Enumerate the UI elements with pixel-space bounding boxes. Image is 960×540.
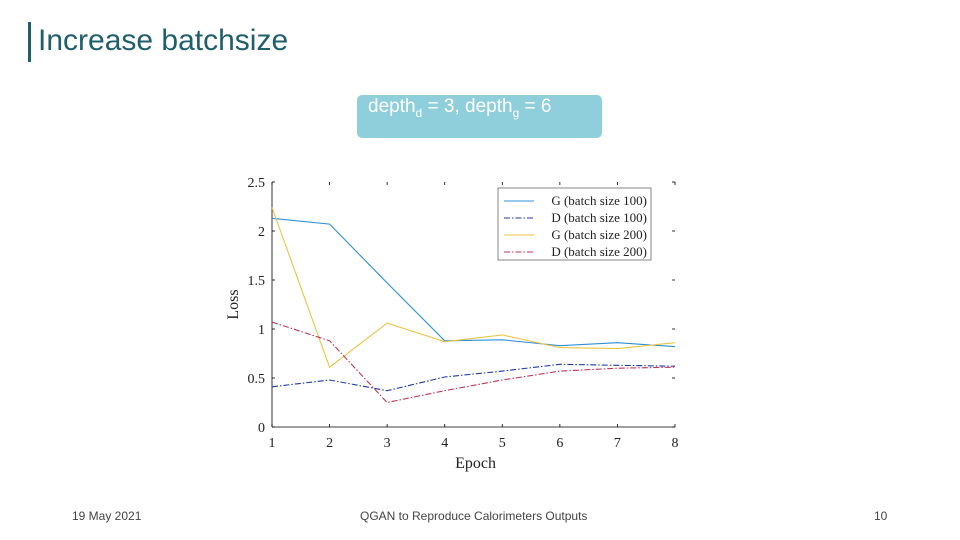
caption-text: depthd = 3, depthg = 6 — [368, 95, 600, 127]
x-tick-label: 5 — [499, 436, 506, 451]
y-tick-label: 2.5 — [248, 176, 266, 191]
footer-page-number: 10 — [874, 509, 888, 523]
series-line-3 — [271, 207, 676, 369]
title-accent-bar — [28, 22, 31, 62]
slide-title: Increase batchsize — [38, 24, 289, 57]
footer-date: 19 May 2021 — [72, 509, 142, 523]
loss-chart-svg: 1 2 3 4 5 6 7 8 0 0.5 1 1.5 2 2.5 Epoch Loss G (batch si… — [225, 176, 679, 472]
caption-part-1: depth — [368, 96, 416, 117]
y-tick-label: 0.5 — [248, 372, 266, 387]
caption-part-3: = 6 — [519, 96, 552, 117]
caption-sub-1: d — [415, 105, 423, 120]
x-tick-label: 1 — [269, 436, 276, 451]
x-tick-label: 2 — [326, 436, 333, 451]
legend-label-4: D (batch size 200) — [551, 244, 647, 259]
caption-box: depthd = 3, depthg = 6 — [357, 95, 602, 138]
caption-part-2: = 3, depth — [422, 96, 513, 117]
y-tick-label: 0 — [258, 421, 265, 436]
footer-title: QGAN to Reproduce Calorimeters Outputs — [360, 509, 588, 523]
y-axis-label: Loss — [225, 289, 242, 319]
series-line-4 — [271, 321, 676, 404]
series-line-2 — [271, 363, 676, 392]
y-tick-label: 1.5 — [248, 274, 266, 289]
x-axis-label: Epoch — [455, 455, 496, 472]
legend-label-2: D (batch size 100) — [551, 210, 647, 225]
loss-chart: 1 2 3 4 5 6 7 8 0 0.5 1 1.5 2 2.5 Epoch Loss G (batch si… — [215, 168, 695, 478]
legend-box — [497, 187, 652, 261]
legend-label-1: G (batch size 100) — [551, 193, 647, 208]
series-line-1 — [271, 217, 676, 348]
caption-sub-2: g — [512, 105, 520, 120]
y-tick-label: 2 — [258, 225, 265, 240]
legend-label-3: G (batch size 200) — [551, 227, 647, 242]
x-tick-label: 3 — [384, 436, 391, 451]
y-tick-label: 1 — [258, 323, 265, 338]
x-tick-label: 8 — [672, 436, 679, 451]
x-tick-label: 6 — [556, 436, 563, 451]
x-tick-label: 4 — [441, 436, 448, 451]
x-tick-label: 7 — [614, 436, 621, 451]
